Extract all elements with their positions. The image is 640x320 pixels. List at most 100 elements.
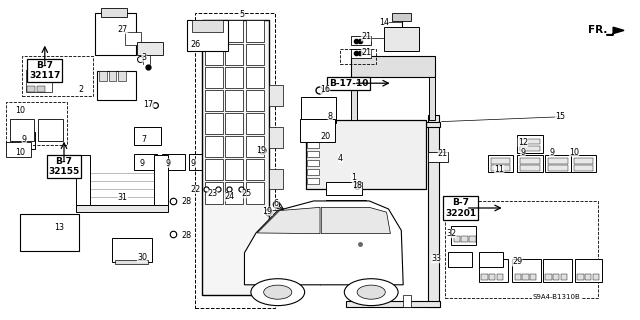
Bar [205, 136, 223, 157]
Bar [307, 133, 319, 139]
Bar [428, 115, 439, 307]
Bar [205, 182, 223, 204]
Bar [545, 155, 571, 172]
Text: 12: 12 [518, 138, 528, 147]
Bar [351, 77, 357, 120]
Bar [429, 77, 435, 120]
Polygon shape [607, 27, 624, 35]
Text: 18: 18 [352, 181, 362, 190]
Text: 28: 28 [182, 231, 192, 240]
Bar [469, 236, 476, 242]
Bar [571, 155, 596, 172]
Text: 21: 21 [361, 32, 371, 41]
Bar [326, 200, 366, 212]
Bar [6, 142, 31, 157]
Bar [97, 71, 136, 100]
Bar [307, 124, 319, 130]
Bar [543, 259, 572, 282]
Bar [162, 154, 185, 170]
Text: 10: 10 [569, 148, 579, 156]
Text: 6: 6 [274, 199, 279, 208]
Bar [520, 165, 540, 171]
Bar [246, 159, 264, 180]
Text: 15: 15 [555, 112, 565, 121]
Text: 17: 17 [143, 100, 154, 109]
Text: B-7
32201: B-7 32201 [445, 198, 476, 218]
Text: 9: 9 [549, 148, 554, 156]
Bar [307, 160, 319, 166]
Bar [306, 120, 426, 189]
Bar [37, 86, 45, 92]
Bar [392, 13, 411, 21]
Bar [340, 49, 376, 64]
Bar [118, 71, 126, 81]
Bar [134, 127, 161, 145]
Bar [225, 136, 243, 157]
Text: 26: 26 [190, 40, 200, 49]
Bar [520, 139, 540, 144]
Bar [575, 259, 602, 282]
Bar [307, 169, 319, 175]
Text: 32: 32 [446, 229, 456, 238]
Bar [246, 20, 264, 42]
Text: 30: 30 [137, 253, 147, 262]
Bar [522, 274, 529, 280]
Text: 19: 19 [262, 207, 273, 216]
Circle shape [264, 285, 292, 299]
Bar [27, 86, 35, 92]
Bar [76, 205, 168, 212]
Text: 27: 27 [118, 25, 128, 34]
Text: 3: 3 [141, 53, 147, 62]
Text: 31: 31 [118, 193, 128, 202]
Text: FR.: FR. [588, 25, 607, 36]
Bar [10, 119, 34, 141]
Bar [225, 182, 243, 204]
Text: 14: 14 [379, 18, 389, 27]
Bar [346, 301, 440, 307]
Bar [205, 20, 223, 42]
Bar [481, 274, 488, 280]
Text: 1: 1 [351, 173, 356, 182]
Bar [225, 67, 243, 88]
Bar [95, 13, 136, 55]
Text: 9: 9 [140, 159, 145, 168]
Text: 25: 25 [241, 189, 252, 198]
Bar [269, 169, 283, 189]
Text: 21: 21 [361, 48, 371, 57]
Bar [20, 214, 79, 251]
Bar [561, 274, 567, 280]
Text: 22: 22 [190, 185, 200, 194]
Bar [246, 67, 264, 88]
Bar [326, 182, 362, 195]
Circle shape [357, 285, 385, 299]
Bar [512, 259, 541, 282]
Bar [517, 155, 543, 172]
Bar [491, 158, 510, 164]
Bar [520, 158, 540, 164]
Polygon shape [321, 207, 390, 234]
Circle shape [251, 279, 305, 306]
Text: B-7
32155: B-7 32155 [49, 157, 79, 176]
Bar [205, 159, 223, 180]
Text: 5: 5 [239, 10, 244, 19]
Text: 33: 33 [431, 254, 442, 263]
Bar [101, 8, 127, 17]
Bar [545, 274, 552, 280]
Bar [195, 13, 275, 308]
Bar [99, 71, 107, 81]
Bar [125, 32, 141, 45]
Bar [269, 127, 283, 148]
Text: S9A4-B1310B: S9A4-B1310B [533, 294, 580, 300]
Bar [574, 158, 593, 164]
Text: 9: 9 [520, 148, 525, 156]
Bar [585, 274, 591, 280]
Bar [225, 159, 243, 180]
Bar [488, 155, 513, 172]
Bar [515, 274, 521, 280]
Text: 13: 13 [54, 223, 64, 232]
Text: B-17-10: B-17-10 [329, 79, 369, 88]
Text: 19: 19 [256, 146, 266, 155]
Bar [479, 252, 503, 267]
Bar [22, 56, 93, 96]
Bar [307, 142, 319, 148]
